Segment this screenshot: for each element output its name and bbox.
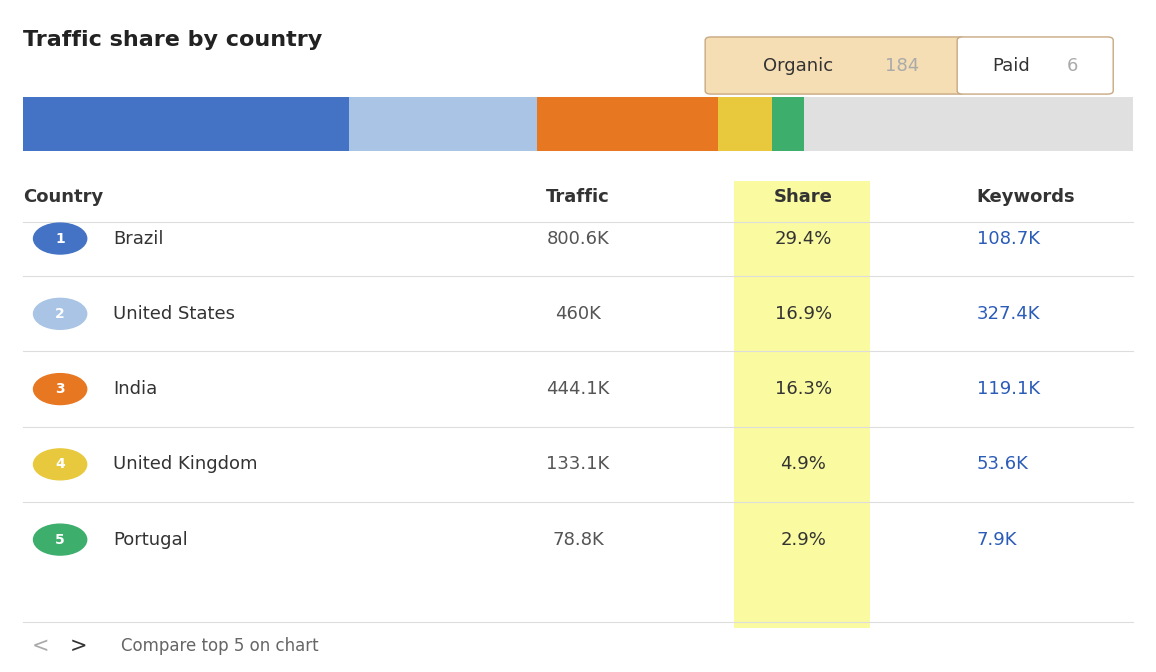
Text: Brazil: Brazil (113, 230, 164, 247)
Text: 16.3%: 16.3% (775, 380, 832, 398)
Text: 16.9%: 16.9% (775, 305, 832, 323)
Circle shape (34, 223, 87, 254)
Text: Traffic share by country: Traffic share by country (23, 30, 323, 50)
Text: 3: 3 (55, 382, 65, 396)
Text: 5: 5 (55, 533, 65, 546)
Text: 78.8K: 78.8K (553, 531, 603, 548)
Text: 119.1K: 119.1K (977, 380, 1040, 398)
Circle shape (34, 374, 87, 405)
Text: 2.9%: 2.9% (780, 531, 827, 548)
Text: 184: 184 (884, 56, 919, 75)
Circle shape (34, 524, 87, 555)
Text: 53.6K: 53.6K (977, 456, 1029, 473)
Text: Portugal: Portugal (113, 531, 188, 548)
Text: Compare top 5 on chart: Compare top 5 on chart (121, 638, 319, 655)
Text: 444.1K: 444.1K (547, 380, 609, 398)
Text: United States: United States (113, 305, 236, 323)
FancyBboxPatch shape (349, 97, 536, 151)
FancyBboxPatch shape (957, 37, 1113, 94)
Text: Paid: Paid (993, 56, 1030, 75)
FancyBboxPatch shape (734, 181, 870, 628)
Text: 1: 1 (55, 232, 65, 245)
Text: 108.7K: 108.7K (977, 230, 1039, 247)
Text: 6: 6 (1067, 56, 1079, 75)
Text: 4: 4 (55, 458, 65, 471)
Text: 2: 2 (55, 307, 65, 321)
Text: 133.1K: 133.1K (547, 456, 609, 473)
Text: Traffic: Traffic (546, 188, 610, 206)
Text: 4.9%: 4.9% (780, 456, 827, 473)
Text: <: < (31, 636, 50, 657)
FancyBboxPatch shape (23, 97, 349, 151)
Text: 800.6K: 800.6K (547, 230, 609, 247)
Circle shape (34, 449, 87, 480)
Text: 327.4K: 327.4K (977, 305, 1040, 323)
Text: Organic: Organic (763, 56, 832, 75)
Text: Country: Country (23, 188, 103, 206)
FancyBboxPatch shape (536, 97, 718, 151)
FancyBboxPatch shape (805, 97, 1133, 151)
Text: Keywords: Keywords (977, 188, 1075, 206)
Text: 29.4%: 29.4% (775, 230, 832, 247)
Circle shape (34, 298, 87, 329)
FancyBboxPatch shape (705, 37, 965, 94)
FancyBboxPatch shape (718, 97, 772, 151)
Text: >: > (69, 636, 88, 657)
Text: Share: Share (775, 188, 832, 206)
Text: India: India (113, 380, 157, 398)
FancyBboxPatch shape (772, 97, 805, 151)
Text: 460K: 460K (555, 305, 601, 323)
Text: 7.9K: 7.9K (977, 531, 1017, 548)
Text: United Kingdom: United Kingdom (113, 456, 258, 473)
